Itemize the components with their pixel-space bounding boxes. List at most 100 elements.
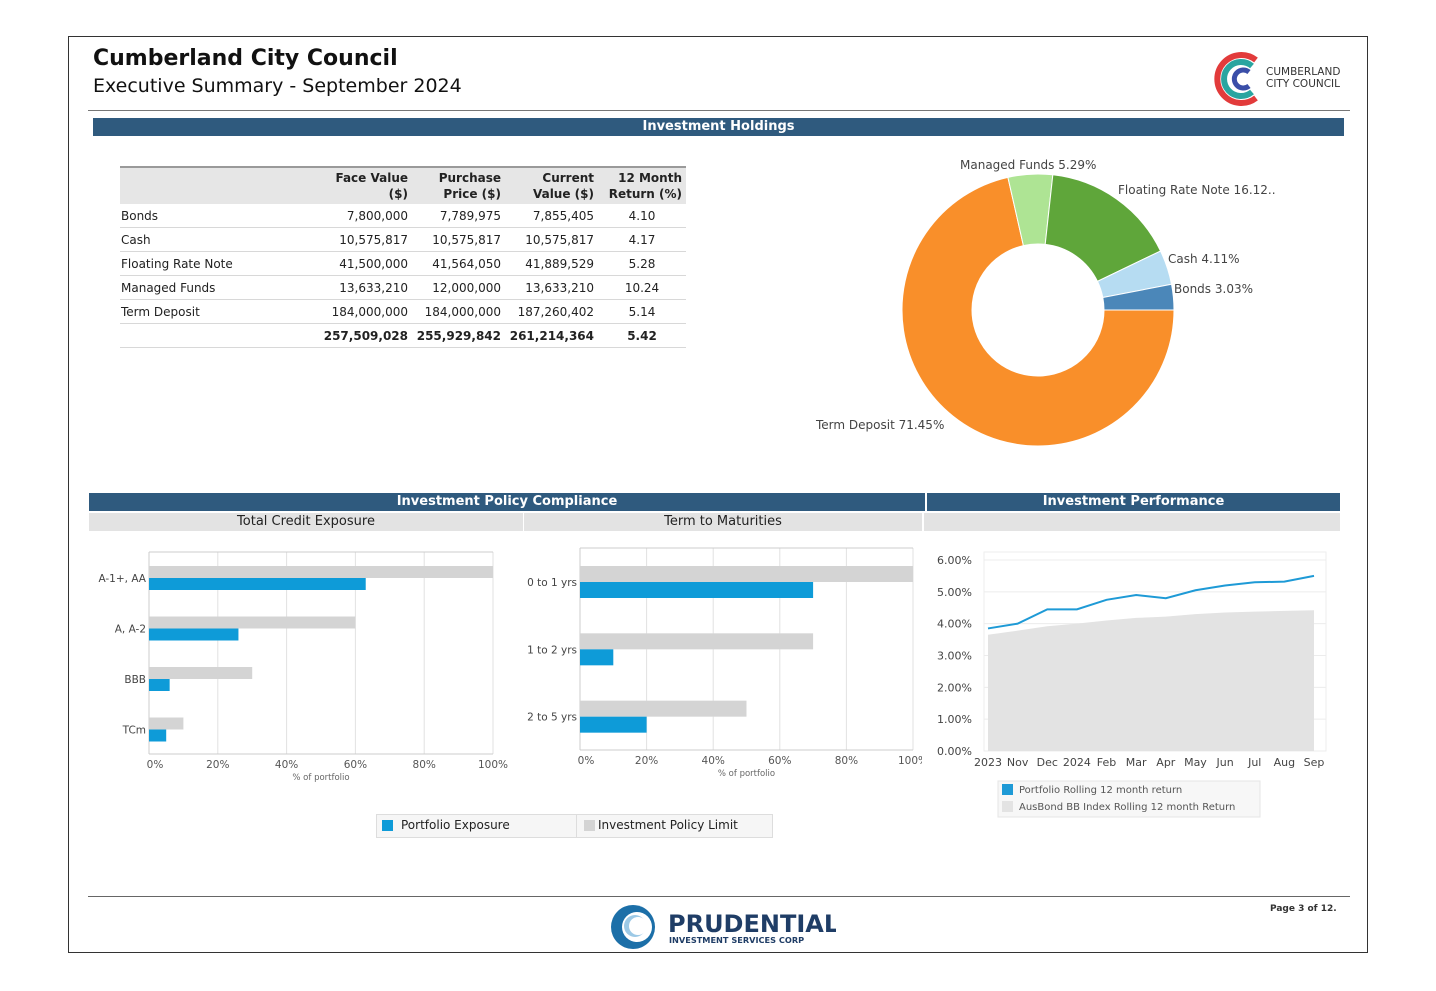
x-tick-label: 100% (898, 755, 922, 767)
cell-purchase: 10,575,817 (412, 227, 505, 252)
cell-category (120, 323, 308, 348)
logo-text-1: CUMBERLAND (1266, 66, 1340, 78)
prudential-brand: PRUDENTIAL (668, 910, 836, 938)
bar-portfolio-exposure (580, 649, 614, 666)
x-axis-title: % of portfolio (718, 769, 775, 779)
y-tick-label: 5.00% (937, 586, 972, 599)
page-title: Cumberland City Council (93, 46, 398, 71)
credit-exposure-subheader: Total Credit Exposure (89, 513, 523, 531)
page-number: Page 3 of 12. (1270, 904, 1337, 914)
x-tick-label: Feb (1097, 756, 1116, 769)
x-tick-label: Nov (1007, 756, 1029, 769)
table-row: Term Deposit 184,000,000 184,000,000 187… (120, 299, 686, 324)
page-frame (68, 36, 1368, 953)
cell-purchase: 7,789,975 (412, 204, 505, 228)
x-tick-label: 2023 (974, 756, 1002, 769)
y-tick-label: 0.00% (937, 745, 972, 758)
term-maturities-subheader: Term to Maturities (524, 513, 922, 531)
cell-return: 5.28 (598, 251, 686, 276)
category-label: 2 to 5 yrs (527, 712, 577, 724)
cell-category: Floating Rate Note (120, 251, 308, 276)
col-current-value: Current Value ($) (532, 171, 594, 201)
legend-swatch-portfolio (1002, 784, 1013, 795)
bar-policy-limit (580, 700, 747, 717)
table-row: Cash 10,575,817 10,575,817 10,575,817 4.… (120, 227, 686, 252)
cell-face: 7,800,000 (308, 204, 412, 228)
cell-category: Bonds (120, 204, 308, 228)
x-tick-label: 80% (835, 755, 858, 767)
holdings-section-header: Investment Holdings (93, 118, 1344, 136)
cell-current: 13,633,210 (505, 275, 598, 300)
bar-policy-limit (580, 633, 814, 650)
legend-swatch-limit (584, 820, 595, 831)
performance-subheader (924, 513, 1340, 531)
performance-section-header: Investment Performance (927, 493, 1340, 511)
holdings-donut-chart: Term Deposit 71.45% Managed Funds 5.29% Fl… (815, 158, 1276, 447)
donut-label: Bonds 3.03% (1174, 282, 1253, 296)
cell-face: 41,500,000 (308, 251, 412, 276)
cell-return: 4.17 (598, 227, 686, 252)
cell-purchase: 41,564,050 (412, 251, 505, 276)
x-tick-label: May (1184, 756, 1207, 769)
cell-return: 4.10 (598, 204, 686, 228)
prudential-logo: PRUDENTIAL INVESTMENT SERVICES CORP (606, 902, 839, 952)
category-label: 1 to 2 yrs (527, 644, 577, 656)
cell-total-purchase: 255,929,842 (412, 323, 505, 348)
legend-swatch-ausbond (1002, 801, 1013, 812)
series-area-ausbond (988, 610, 1314, 751)
donut-label: Floating Rate Note 16.12.. (1118, 183, 1276, 197)
cell-category: Cash (120, 227, 308, 252)
bar-policy-limit (149, 667, 253, 679)
x-tick-label: 60% (768, 755, 791, 767)
holdings-table: Face Value ($) Purchase Price ($) Current… (120, 166, 686, 348)
category-label: TCm (122, 725, 146, 737)
col-12m-return: 12 Month Return (%) (608, 171, 682, 201)
cell-current: 7,855,405 (505, 204, 598, 228)
cell-purchase: 184,000,000 (412, 299, 505, 324)
header-divider (88, 110, 1350, 111)
x-tick-label: 40% (702, 755, 725, 767)
legend-label-portfolio: Portfolio Exposure (401, 818, 510, 832)
y-tick-label: 3.00% (937, 650, 972, 663)
cell-current: 41,889,529 (505, 251, 598, 276)
cell-category: Managed Funds (120, 275, 308, 300)
holdings-header-row: Face Value ($) Purchase Price ($) Current… (120, 167, 686, 204)
donut-label: Term Deposit 71.45% (815, 418, 944, 432)
x-tick-label: 80% (413, 759, 436, 771)
x-tick-label: 2024 (1063, 756, 1091, 769)
cell-current: 10,575,817 (505, 227, 598, 252)
cell-face: 10,575,817 (308, 227, 412, 252)
bar-policy-limit (149, 717, 184, 730)
cell-face: 13,633,210 (308, 275, 412, 300)
table-row: Bonds 7,800,000 7,789,975 7,855,405 4.10 (120, 204, 686, 228)
bar-policy-limit (580, 566, 913, 582)
legend-label-limit: Investment Policy Limit (598, 818, 738, 832)
footer-divider (88, 896, 1350, 897)
prudential-brand-sub: INVESTMENT SERVICES CORP (669, 935, 804, 945)
page-subtitle: Executive Summary - September 2024 (93, 75, 462, 97)
bar-policy-limit (149, 616, 356, 629)
legend-swatch-portfolio (382, 820, 393, 831)
x-tick-label: Aug (1274, 756, 1295, 769)
x-tick-label: Mar (1126, 756, 1147, 769)
term-maturities-chart: 0% 20% 40% 60% 80% 100% % of portfolio 0 to 1 y… (527, 547, 922, 779)
legend-label-ausbond: AusBond BB Index Rolling 12 month Return (1019, 802, 1235, 813)
x-tick-label: 40% (275, 759, 298, 771)
table-total-row: 257,509,028 255,929,842 261,214,364 5.42 (120, 323, 686, 348)
col-category (120, 167, 308, 204)
bar-portfolio-exposure (149, 578, 366, 590)
table-row: Floating Rate Note 41,500,000 41,564,050… (120, 251, 686, 276)
bar-portfolio-exposure (149, 729, 167, 742)
category-label: BBB (124, 674, 146, 686)
prudential-logo-icon: PRUDENTIAL INVESTMENT SERVICES CORP (611, 905, 839, 949)
cell-total-current: 261,214,364 (505, 323, 598, 348)
category-label: 0 to 1 yrs (527, 577, 577, 589)
council-logo: CUMBERLAND CITY COUNCIL (1212, 48, 1352, 108)
bar-portfolio-exposure (580, 716, 647, 733)
cell-total-return: 5.42 (598, 323, 686, 348)
col-purchase-price: Purchase Price ($) (438, 171, 501, 201)
compliance-legend: Portfolio Exposure Investment Policy Lim… (376, 814, 773, 838)
y-tick-label: 1.00% (937, 713, 972, 726)
cell-purchase: 12,000,000 (412, 275, 505, 300)
cell-category: Term Deposit (120, 299, 308, 324)
